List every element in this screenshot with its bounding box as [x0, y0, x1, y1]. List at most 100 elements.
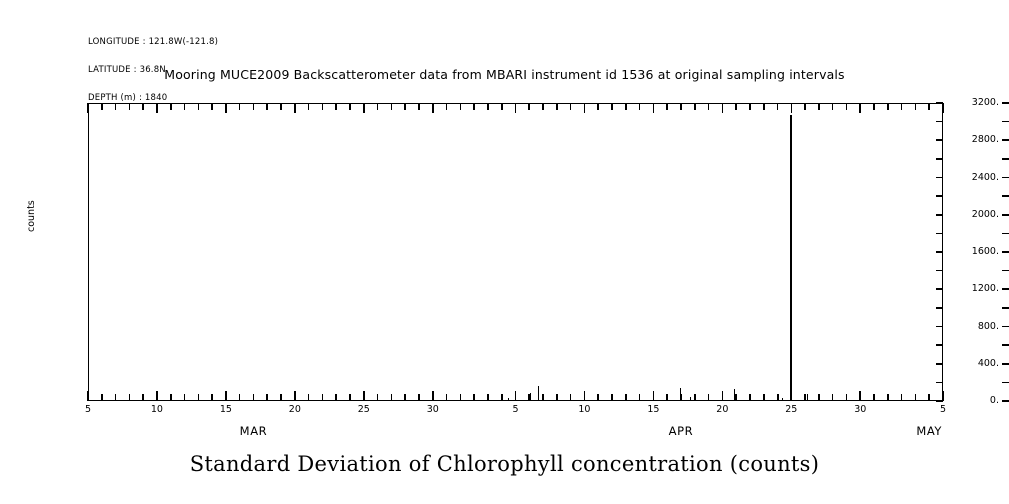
y-axis-tick-label: 1600. — [971, 246, 999, 257]
x-axis-major-tick — [790, 391, 793, 401]
y-axis-tick-mark-right — [936, 158, 943, 160]
tick-mark — [1002, 102, 1009, 104]
x-axis-tick-mark-top — [887, 103, 889, 110]
data-series-layer — [89, 104, 942, 400]
x-axis-tick-mark-top — [707, 103, 710, 110]
y-axis-tick-mark-right — [936, 176, 943, 179]
tick-mark — [1002, 139, 1009, 142]
x-axis-minor-tick — [100, 394, 103, 401]
x-axis-tick-mark-top — [294, 103, 296, 113]
y-axis-tick-mark-right — [936, 288, 943, 291]
y-axis-tick-label: 1200. — [971, 283, 999, 295]
y-axis-tick-mark-right — [936, 232, 943, 235]
x-axis-tick-mark-top — [735, 103, 737, 110]
x-axis-major-tick — [225, 391, 227, 401]
x-axis-tick-mark-top — [942, 103, 944, 113]
tick-mark — [1002, 344, 1009, 346]
x-axis-tick-mark-top — [652, 103, 655, 113]
x-axis-minor-tick — [666, 394, 668, 401]
x-axis-tick-mark-top — [804, 103, 806, 110]
chart-title: Mooring MUCE2009 Backscatterometer data … — [164, 67, 845, 82]
x-axis-tick-mark-top — [514, 103, 517, 113]
x-axis-tick-mark-top — [87, 103, 89, 113]
x-axis-tick-mark-top — [500, 103, 503, 110]
y-axis-tick-label: 0. — [989, 395, 999, 406]
x-axis-major-tick — [652, 391, 655, 401]
x-axis-minor-tick — [114, 394, 117, 401]
y-axis-tick-mark-right — [936, 400, 943, 402]
x-axis-tick-mark-top — [376, 103, 379, 110]
tick-mark — [1002, 288, 1009, 291]
y-axis-tick-mark-right — [936, 269, 943, 272]
x-axis-month-label: APR — [668, 424, 694, 438]
y-axis-tick-mark-right — [936, 307, 943, 309]
data-spike — [507, 398, 510, 400]
x-axis-minor-tick — [197, 394, 200, 401]
x-axis-tick-label: 25 — [357, 404, 370, 415]
x-axis-tick-mark-top — [790, 103, 793, 113]
x-axis-tick-label: 15 — [647, 404, 660, 415]
x-axis-month-label: MAR — [239, 424, 268, 438]
x-axis-minor-tick — [183, 394, 186, 401]
x-axis-tick-mark-top — [211, 103, 213, 110]
x-axis-tick-mark-top — [873, 103, 875, 110]
x-axis-minor-tick — [238, 394, 241, 401]
x-axis-minor-tick — [487, 394, 489, 401]
x-axis-minor-tick — [404, 394, 406, 401]
y-axis-tick-mark-right — [936, 139, 943, 142]
x-axis-tick-mark-top — [721, 103, 724, 113]
y-axis-tick-mark-right — [936, 120, 943, 123]
x-axis-minor-tick — [818, 394, 820, 401]
x-axis-tick-label: 20 — [716, 404, 729, 415]
x-axis-minor-tick — [211, 394, 213, 401]
x-axis-minor-tick — [831, 394, 834, 401]
x-axis-minor-tick — [887, 394, 889, 401]
x-axis-tick-mark-top — [638, 103, 641, 110]
x-axis-tick-mark-top — [900, 103, 903, 110]
x-axis-minor-tick — [500, 394, 503, 401]
x-axis-tick-mark-top — [928, 103, 930, 110]
tick-mark — [1002, 325, 1009, 328]
tick-mark — [1002, 362, 1009, 365]
x-axis-tick-mark-top — [252, 103, 255, 110]
x-axis-major-tick — [514, 391, 517, 401]
x-axis-tick-mark-top — [266, 103, 269, 110]
y-axis-tick-mark-right — [936, 213, 943, 216]
x-axis-minor-tick — [680, 394, 682, 401]
y-axis-tick-mark-right — [936, 102, 943, 104]
tick-mark — [1002, 251, 1009, 253]
y-axis-tick-mark-right — [936, 344, 943, 346]
x-axis-major-tick — [942, 391, 944, 401]
x-axis-minor-tick — [473, 394, 475, 401]
metadata-depth: DEPTH (m) : 1840 — [88, 92, 168, 103]
x-axis-minor-tick — [762, 394, 765, 401]
x-axis-minor-tick — [776, 394, 779, 401]
x-axis-minor-tick — [542, 394, 544, 401]
x-axis-tick-mark-top — [418, 103, 420, 110]
x-axis-minor-tick — [142, 394, 144, 401]
x-axis-tick-mark-top — [569, 103, 572, 110]
x-axis-minor-tick — [349, 394, 351, 401]
x-axis-minor-tick — [804, 394, 806, 401]
x-axis-major-tick — [156, 391, 158, 401]
x-axis-minor-tick — [707, 394, 710, 401]
x-axis-tick-mark-top — [473, 103, 475, 110]
x-axis-tick-mark-top — [390, 103, 393, 110]
x-axis-minor-tick — [735, 394, 737, 401]
x-axis-tick-mark-top — [238, 103, 241, 110]
x-axis-tick-mark-top — [818, 103, 820, 110]
y-axis-tick-label: 2800. — [971, 134, 999, 146]
x-axis-tick-mark-top — [363, 103, 365, 113]
metadata-latitude: LATITUDE : 36.8N — [88, 65, 166, 76]
x-axis-tick-mark-top — [583, 103, 586, 113]
y-axis-tick-mark-right — [936, 381, 943, 384]
x-axis-minor-tick — [597, 394, 600, 401]
x-axis-minor-tick — [693, 394, 696, 401]
tick-mark — [1002, 400, 1009, 402]
y-axis-tick-mark-right — [936, 251, 943, 253]
data-spike — [790, 115, 792, 400]
x-axis-minor-tick — [321, 394, 324, 401]
y-axis-tick-mark-right — [936, 362, 943, 365]
x-axis-minor-tick — [169, 394, 172, 401]
x-axis-tick-mark-top — [542, 103, 544, 110]
